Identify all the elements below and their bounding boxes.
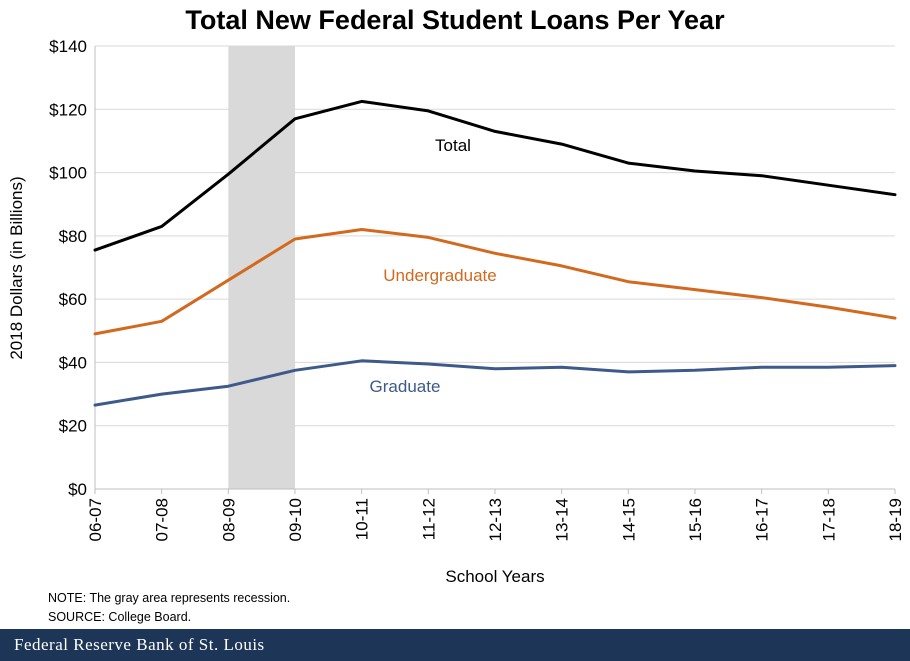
series-line-undergraduate: [93, 228, 897, 336]
line-chart: $0 $20 $40 $60 $80 $100 $120 $140 06-07 07-08 08-…: [7, 37, 905, 586]
recession-band: [228, 46, 295, 489]
x-tick-label: 06-07: [86, 498, 105, 541]
source-text: SOURCE: College Board.: [48, 610, 192, 624]
y-tick-label: $40: [59, 353, 87, 372]
series-labels: Total Undergraduate Graduate: [370, 136, 497, 396]
series-line-total: [93, 99, 897, 252]
y-tick-label: $120: [49, 100, 87, 119]
x-tick-label: 13-14: [553, 498, 572, 541]
x-tick-label: 09-10: [286, 498, 305, 541]
chart-notes: NOTE: The gray area represents recession…: [48, 589, 290, 627]
y-tick-label: $140: [49, 37, 87, 56]
x-axis-title: School Years: [445, 567, 544, 586]
series-line-graduate: [93, 359, 897, 407]
series-label-total: Total: [435, 136, 471, 155]
x-tick-label: 07-08: [153, 498, 172, 541]
footer-bar: Federal Reserve Bank of St. Louis: [0, 629, 910, 661]
note-text: NOTE: The gray area represents recession…: [48, 591, 291, 605]
y-tick-label: $20: [59, 417, 87, 436]
series-lines: [93, 99, 897, 407]
x-tick-label: 17-18: [819, 498, 838, 541]
x-tick-label: 18-19: [886, 498, 905, 541]
gridlines: [95, 45, 895, 427]
x-tick-label: 16-17: [753, 498, 772, 541]
footer-brand: Federal Reserve Bank of St. Louis: [14, 635, 265, 654]
x-tick-label: 15-16: [686, 498, 705, 541]
x-tick-labels: 06-07 07-08 08-09 09-10 10-11 11-12 12-13 13-14…: [86, 498, 905, 541]
axes: [94, 46, 896, 494]
chart-title: Total New Federal Student Loans Per Year: [185, 5, 725, 35]
x-tick-label: 14-15: [619, 498, 638, 541]
series-label-graduate: Graduate: [370, 377, 441, 396]
y-tick-label: $0: [68, 480, 87, 499]
x-tick-label: 11-12: [419, 498, 438, 540]
x-tick-label: 10-11: [353, 498, 372, 540]
y-tick-labels: $0 $20 $40 $60 $80 $100 $120 $140: [49, 37, 87, 499]
y-tick-label: $60: [59, 290, 87, 309]
series-label-undergraduate: Undergraduate: [383, 266, 496, 285]
y-tick-label: $80: [59, 227, 87, 246]
x-tick-label: 08-09: [219, 498, 238, 541]
y-axis-title: 2018 Dollars (in Billions): [7, 176, 26, 359]
x-tick-label: 12-13: [486, 498, 505, 541]
recession-shading: [228, 46, 295, 489]
y-tick-label: $100: [49, 164, 87, 183]
